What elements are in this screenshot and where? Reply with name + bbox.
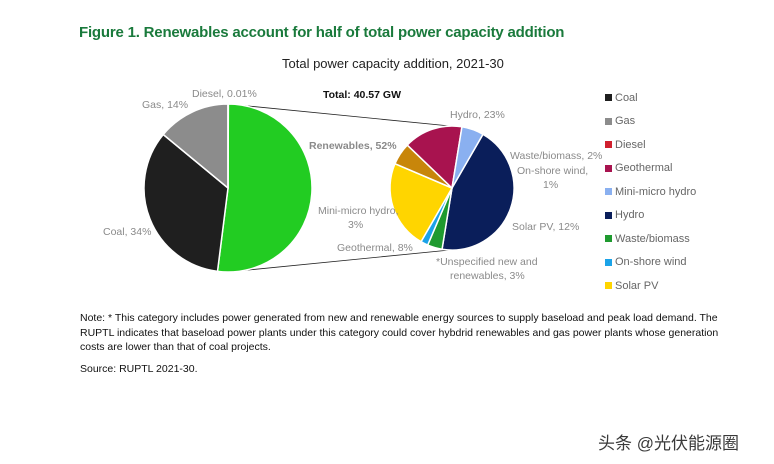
legend-label: Diesel: [615, 138, 646, 151]
sub-slice-hydro: [441, 133, 515, 251]
legend-item-solar-pv: Solar PV: [605, 274, 696, 298]
connector-top: [227, 103, 451, 127]
pie-of-pie-chart: Total: 40.57 GW Diesel, 0.01% Gas, 14% R…: [103, 88, 602, 282]
legend-label: Coal: [615, 91, 638, 104]
legend-swatch: [605, 164, 612, 172]
legend-swatch: [605, 282, 612, 290]
legend: Coal Gas Diesel Geothermal Mini-micro hydro H…: [605, 86, 696, 298]
legend-swatch: [605, 94, 612, 102]
main-slice-coal: [143, 133, 229, 273]
legend-swatch: [605, 188, 612, 196]
label-renewables: Renewables, 52%: [309, 140, 397, 152]
legend-swatch: [605, 117, 612, 125]
legend-swatch: [605, 211, 612, 219]
figure-title: Figure 1. Renewables account for half of…: [79, 24, 565, 41]
label-solar-pv: Solar PV, 12%: [512, 221, 579, 233]
legend-item-coal: Coal: [605, 86, 696, 110]
watermark: 头条 @光伏能源圈: [598, 434, 739, 453]
legend-label: Gas: [615, 115, 636, 128]
legend-item-waste-biomass: Waste/biomass: [605, 227, 696, 251]
label-hydro: Hydro, 23%: [450, 109, 505, 121]
legend-label: Geothermal: [615, 162, 673, 175]
main-pie: [143, 103, 313, 273]
legend-item-mini-micro-hydro: Mini-micro hydro: [605, 180, 696, 204]
legend-item-hydro: Hydro: [605, 204, 696, 228]
legend-label: Solar PV: [615, 279, 659, 292]
renewables-breakdown-pie: [389, 125, 515, 251]
legend-label: Waste/biomass: [615, 232, 690, 245]
legend-swatch: [605, 141, 612, 149]
connector-bottom: [227, 249, 451, 273]
label-diesel: Diesel, 0.01%: [192, 88, 257, 100]
connector-lines: [227, 103, 451, 273]
main-slice-gas: [162, 103, 229, 190]
label-geothermal: Geothermal, 8%: [337, 242, 413, 254]
legend-swatch: [605, 258, 612, 266]
sub-slice-solar-pv: [389, 162, 454, 243]
label-mini-micro-hydro: Mini-micro hydro, 3%: [318, 205, 399, 231]
chart-title: Total power capacity addition, 2021-30: [282, 56, 504, 71]
legend-item-gas: Gas: [605, 110, 696, 134]
label-waste-biomass: Waste/biomass, 2%: [510, 150, 602, 162]
legend-item-diesel: Diesel: [605, 133, 696, 157]
label-coal: Coal, 34%: [103, 226, 151, 238]
label-unspecified: *Unspecified new and renewables, 3%: [436, 256, 538, 282]
label-on-shore-wind: On-shore wind, 1%: [517, 165, 588, 191]
source-text: Source: RUPTL 2021-30.: [80, 363, 198, 375]
legend-swatch: [605, 235, 612, 243]
label-gas: Gas, 14%: [142, 99, 188, 111]
legend-label: Hydro: [615, 209, 645, 222]
total-annotation: Total: 40.57 GW: [323, 89, 401, 101]
note-text: Note: * This category includes power gen…: [80, 312, 719, 353]
legend-label: On-shore wind: [615, 256, 687, 269]
legend-item-geothermal: Geothermal: [605, 157, 696, 181]
legend-label: Mini-micro hydro: [615, 185, 697, 198]
legend-item-on-shore-wind: On-shore wind: [605, 251, 696, 275]
main-slice-renewables: [216, 103, 313, 273]
sub-slice-geothermal: [406, 125, 463, 190]
slice-labels: Total: 40.57 GW Diesel, 0.01% Gas, 14% R…: [103, 88, 602, 282]
sub-slice-mini-micro-hydro: [451, 125, 485, 189]
